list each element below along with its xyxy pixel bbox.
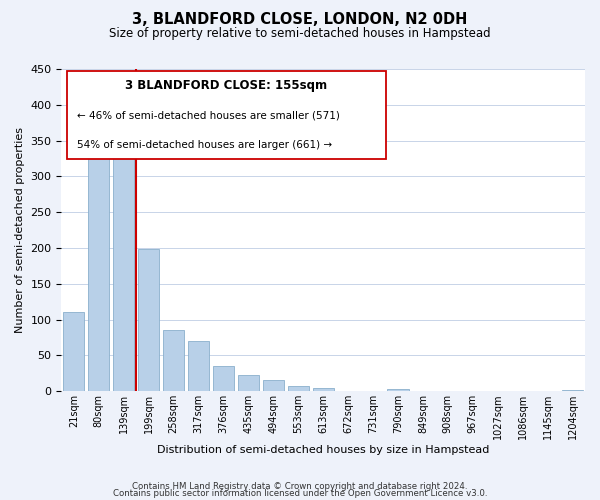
- Bar: [188, 341, 209, 391]
- Bar: [213, 366, 234, 391]
- Text: Contains HM Land Registry data © Crown copyright and database right 2024.: Contains HM Land Registry data © Crown c…: [132, 482, 468, 491]
- Text: Size of property relative to semi-detached houses in Hampstead: Size of property relative to semi-detach…: [109, 28, 491, 40]
- Bar: [388, 389, 409, 391]
- Bar: [287, 386, 309, 391]
- Bar: [263, 380, 284, 391]
- Bar: [88, 124, 109, 391]
- Bar: [562, 390, 583, 391]
- Y-axis label: Number of semi-detached properties: Number of semi-detached properties: [15, 127, 25, 333]
- Bar: [163, 330, 184, 391]
- Bar: [238, 376, 259, 391]
- FancyBboxPatch shape: [67, 70, 386, 159]
- X-axis label: Distribution of semi-detached houses by size in Hampstead: Distribution of semi-detached houses by …: [157, 445, 490, 455]
- Bar: [313, 388, 334, 391]
- Text: 3 BLANDFORD CLOSE: 155sqm: 3 BLANDFORD CLOSE: 155sqm: [125, 78, 328, 92]
- Bar: [113, 155, 134, 391]
- Text: 3, BLANDFORD CLOSE, LONDON, N2 0DH: 3, BLANDFORD CLOSE, LONDON, N2 0DH: [133, 12, 467, 28]
- Text: ← 46% of semi-detached houses are smaller (571): ← 46% of semi-detached houses are smalle…: [77, 111, 340, 121]
- Text: Contains public sector information licensed under the Open Government Licence v3: Contains public sector information licen…: [113, 489, 487, 498]
- Text: 54% of semi-detached houses are larger (661) →: 54% of semi-detached houses are larger (…: [77, 140, 332, 150]
- Bar: [138, 248, 159, 391]
- Bar: [63, 312, 85, 391]
